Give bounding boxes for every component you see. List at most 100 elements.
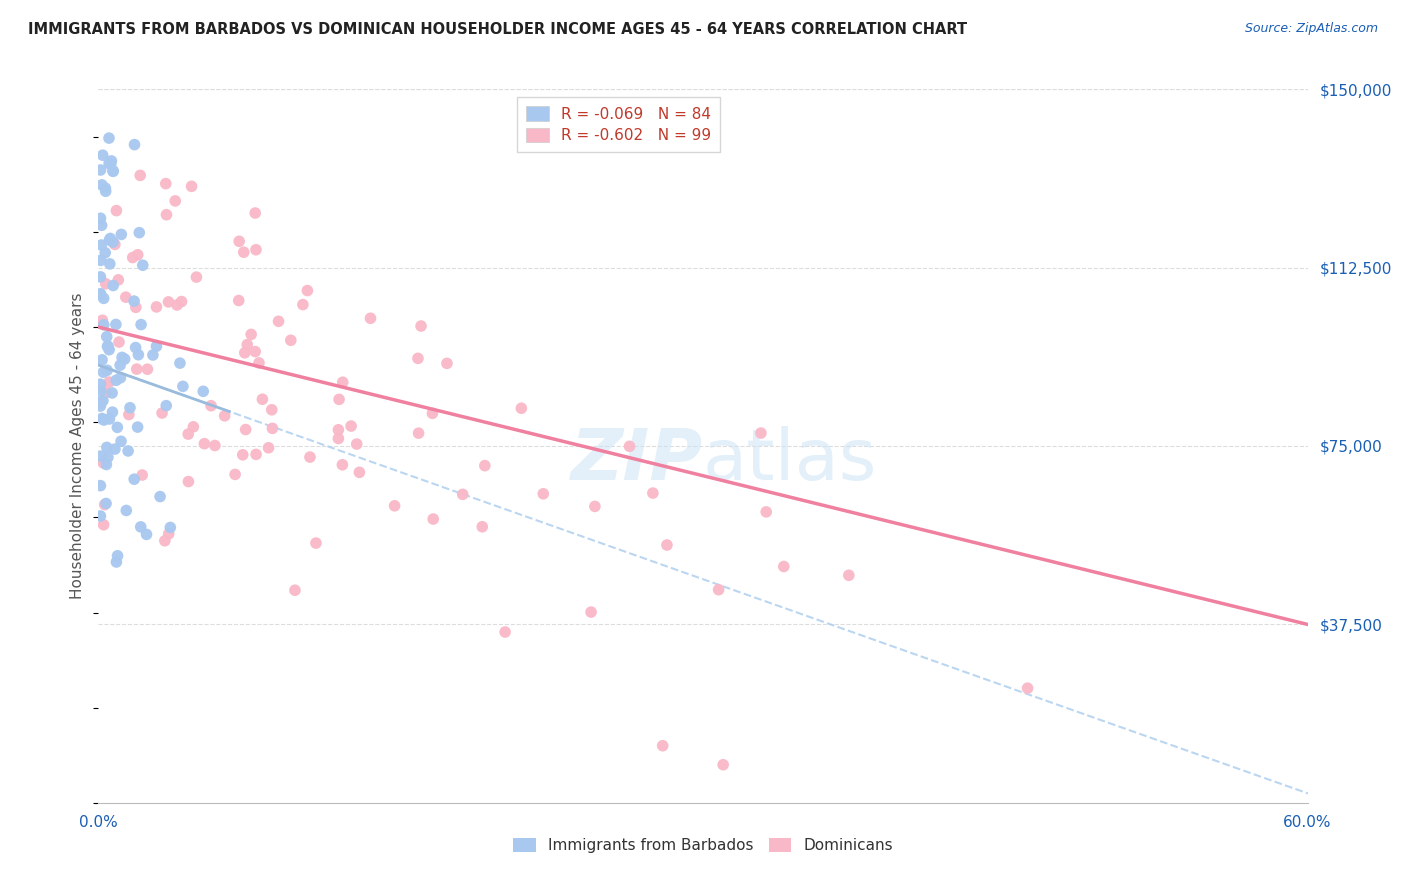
Point [284,583,307,598]
Point [332,458,354,472]
Point [422,406,444,420]
Point [93,318,115,332]
Point [101,405,124,419]
Point [262,421,284,435]
Point [170,294,193,309]
Point [104,237,127,252]
Point [98,131,121,145]
Point [135,527,157,541]
Point [252,392,274,407]
Point [90,384,112,399]
Point [346,437,368,451]
Point [89,211,111,226]
Point [124,341,146,355]
Point [118,401,141,415]
Point [236,337,259,351]
Point [772,559,794,574]
Point [280,333,302,347]
Point [232,245,254,260]
Point [245,206,267,220]
Point [105,373,128,387]
Point [93,498,115,512]
Point [193,436,215,450]
Point [89,478,111,492]
Point [89,508,111,523]
Point [408,426,430,441]
Point [98,233,121,247]
Point [349,466,371,480]
Point [166,298,188,312]
Y-axis label: Householder Income Ages 45 - 64 years: Householder Income Ages 45 - 64 years [70,293,86,599]
Point [100,157,122,171]
Point [157,526,180,541]
Point [297,284,319,298]
Point [232,448,254,462]
Point [89,449,111,463]
Point [110,227,132,242]
Point [129,318,152,332]
Point [129,520,152,534]
Point [228,293,250,308]
Point [531,487,554,501]
Point [108,334,131,349]
Point [96,339,118,353]
Point [298,450,321,464]
Point [409,319,432,334]
Point [619,439,641,453]
Point [101,386,124,401]
Point [177,475,200,489]
Point [89,399,111,413]
Text: Source: ZipAtlas.com: Source: ZipAtlas.com [1244,22,1378,36]
Point [200,399,222,413]
Point [328,392,350,407]
Point [97,339,120,353]
Point [711,757,734,772]
Point [108,358,131,372]
Point [145,339,167,353]
Point [105,420,128,434]
Point [90,163,112,178]
Point [89,287,111,301]
Point [94,277,117,291]
Point [332,376,354,390]
Point [245,447,267,461]
Point [245,344,267,359]
Point [91,148,114,162]
Point [90,394,112,409]
Point [96,458,118,472]
Point [104,442,127,456]
Point [129,169,152,183]
Point [131,468,153,483]
Point [101,164,124,178]
Point [114,352,136,367]
Point [96,329,118,343]
Point [186,270,208,285]
Point [107,549,129,563]
Point [125,301,148,315]
Point [101,235,124,249]
Point [105,203,128,218]
Text: IMMIGRANTS FROM BARBADOS VS DOMINICAN HOUSEHOLDER INCOME AGES 45 - 64 YEARS CORR: IMMIGRANTS FROM BARBADOS VS DOMINICAN HO… [28,22,967,37]
Point [224,467,246,482]
Point [305,536,328,550]
Point [406,351,429,366]
Point [422,512,444,526]
Point [583,500,606,514]
Point [105,555,128,569]
Point [91,411,114,425]
Point [93,291,115,305]
Point [183,420,205,434]
Point [107,273,129,287]
Point [127,348,149,362]
Point [155,177,177,191]
Text: ZIP: ZIP [571,425,703,495]
Point [172,379,194,393]
Point [93,365,115,379]
Point [328,432,350,446]
Point [89,269,111,284]
Point [159,520,181,534]
Point [98,412,121,426]
Point [150,406,173,420]
Point [91,313,114,327]
Point [124,137,146,152]
